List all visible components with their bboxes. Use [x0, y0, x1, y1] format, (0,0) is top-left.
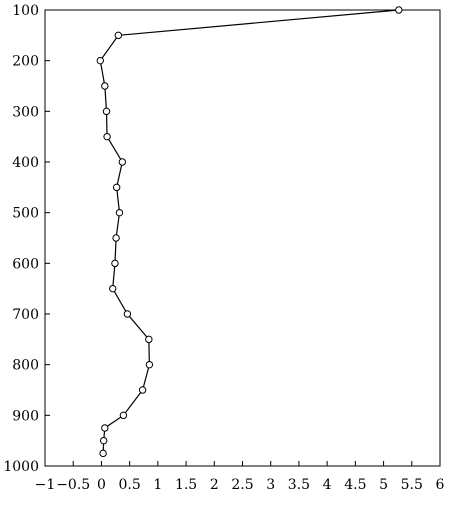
- data-point: [99, 449, 107, 458]
- x-tick-label: 3: [266, 477, 275, 493]
- data-point: [118, 158, 127, 166]
- y-tick-label: 900: [12, 408, 39, 424]
- x-tick-label: 0.5: [119, 477, 141, 493]
- x-tick-label: 1: [153, 477, 162, 493]
- series-points-group: [96, 6, 403, 458]
- data-point: [112, 234, 120, 242]
- data-point: [119, 411, 128, 420]
- x-tick-label: 3.5: [288, 477, 310, 493]
- data-point: [145, 335, 153, 344]
- data-point: [102, 107, 111, 116]
- data-point: [101, 82, 109, 90]
- x-tick-label: −1: [35, 477, 56, 493]
- y-tick-label: 600: [12, 256, 39, 272]
- series-line: [99, 9, 399, 454]
- x-tick-label: 2: [210, 477, 219, 493]
- axes: [44, 9, 441, 467]
- series-line-group: [99, 9, 399, 454]
- y-tick-label: 400: [12, 155, 39, 171]
- x-tick-label: 5: [379, 477, 388, 493]
- data-point: [112, 183, 121, 192]
- x-axis-ticks: −1 −0.5 0 0.5 1 1.5 2 2.5 3 3.5 4 4.5 5 5.5 6: [35, 461, 445, 493]
- y-tick-label: 500: [12, 206, 39, 222]
- y-tick-label: 100: [12, 3, 39, 19]
- data-point: [99, 436, 108, 445]
- x-tick-label: 6: [436, 477, 445, 493]
- y-axis-ticks: 100 200 300 400 500 600 700 800 900 1000: [3, 3, 50, 475]
- data-point: [123, 310, 132, 318]
- y-tick-label: 1000: [3, 459, 39, 475]
- x-tick-label: 4.5: [344, 477, 366, 493]
- data-point: [395, 6, 403, 14]
- data-point: [109, 284, 117, 293]
- x-tick-label: −0.5: [56, 477, 90, 493]
- data-point: [103, 132, 111, 141]
- x-tick-label: 1.5: [175, 477, 197, 493]
- data-point: [145, 360, 154, 369]
- data-point: [101, 424, 109, 432]
- y-tick-label: 300: [12, 104, 39, 120]
- y-tick-label: 200: [12, 54, 39, 70]
- y-tick-label: 800: [12, 358, 39, 374]
- data-point: [114, 31, 123, 40]
- data-point: [111, 259, 119, 268]
- data-point: [96, 56, 105, 65]
- y-tick-label: 700: [12, 307, 39, 323]
- plot-frame: [44, 9, 441, 467]
- data-point: [138, 386, 147, 394]
- x-tick-label: 4: [323, 477, 332, 493]
- x-tick-label: 2.5: [231, 477, 253, 493]
- x-tick-label: 5.5: [401, 477, 423, 493]
- data-point: [115, 208, 124, 217]
- x-tick-label: 0: [97, 477, 106, 493]
